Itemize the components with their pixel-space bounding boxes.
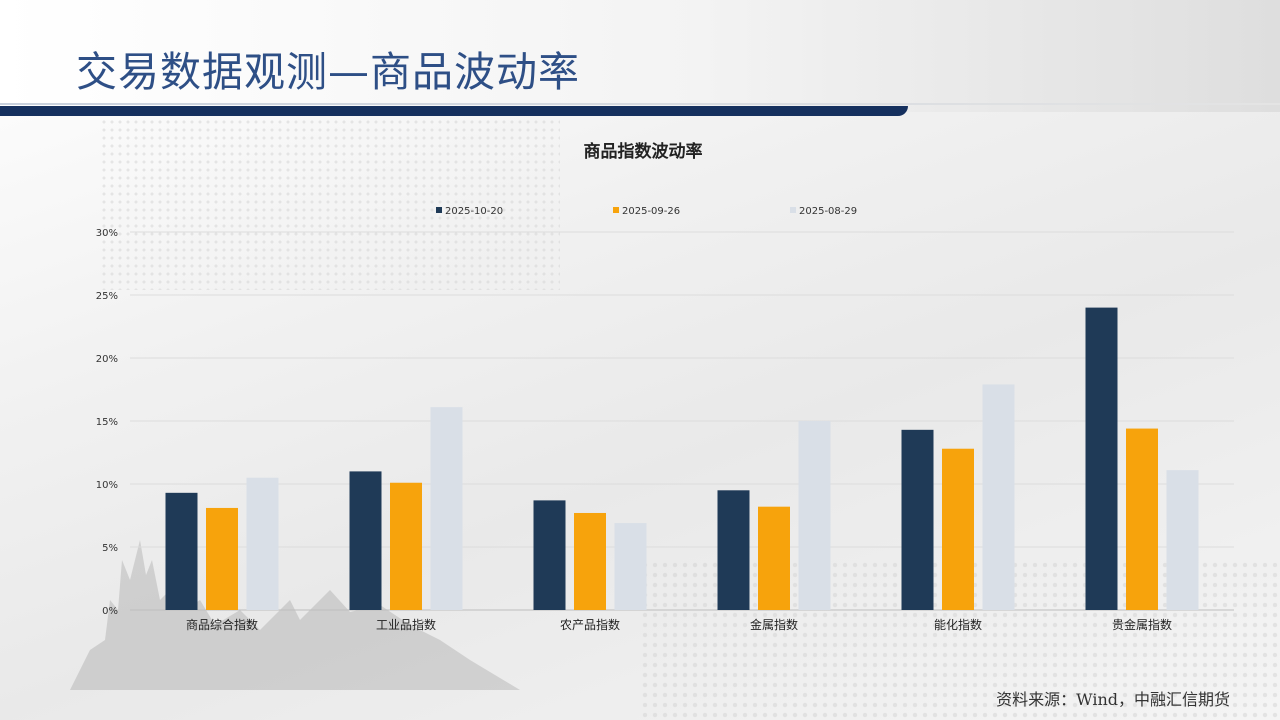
y-tick-label: 10% — [96, 480, 118, 491]
y-tick-label: 5% — [102, 543, 118, 554]
header-accent-bar — [0, 106, 908, 116]
grid-lines — [130, 231, 1234, 611]
bar — [390, 482, 422, 610]
bar — [717, 490, 750, 610]
legend-label: 2025-10-20 — [445, 206, 503, 217]
bar — [430, 407, 463, 610]
header-divider-line — [0, 103, 1280, 105]
x-axis-ticks: 商品综合指数 工业品指数 农产品指数 金属指数 能化指数 贵金属指数 — [186, 617, 1172, 632]
bar — [1166, 470, 1199, 610]
y-tick-label: 25% — [96, 291, 118, 302]
y-tick-label: 20% — [96, 354, 118, 365]
x-tick-label: 贵金属指数 — [1112, 617, 1172, 632]
legend-swatch — [613, 207, 619, 213]
bar — [982, 384, 1015, 610]
legend: 2025-10-20 2025-09-26 2025-08-29 — [436, 206, 857, 217]
x-tick-label: 商品综合指数 — [186, 617, 258, 632]
bar — [165, 492, 198, 610]
bar — [798, 421, 831, 610]
source-note: 资料来源：Wind，中融汇信期货 — [996, 690, 1230, 709]
bar — [758, 506, 790, 610]
bar — [574, 512, 606, 610]
chart-title: 商品指数波动率 — [583, 142, 703, 162]
x-tick-label: 农产品指数 — [560, 617, 620, 632]
bar — [246, 477, 279, 610]
bar — [614, 523, 647, 610]
legend-swatch — [790, 207, 796, 213]
bar — [942, 448, 974, 610]
legend-label: 2025-09-26 — [622, 206, 680, 217]
bars — [165, 307, 1199, 610]
bar — [349, 471, 382, 610]
header-background — [0, 0, 1280, 112]
legend-label: 2025-08-29 — [799, 206, 857, 217]
bar — [533, 500, 566, 610]
y-axis-ticks: 0% 5% 10% 15% 20% 25% 30% — [96, 228, 118, 617]
x-tick-label: 能化指数 — [934, 617, 982, 632]
legend-swatch — [436, 207, 442, 213]
bar — [1126, 428, 1158, 610]
bar — [901, 429, 934, 610]
y-tick-label: 15% — [96, 417, 118, 428]
world-map-dot-pattern — [100, 110, 560, 290]
x-tick-label: 金属指数 — [750, 617, 798, 632]
y-tick-label: 30% — [96, 228, 118, 239]
x-tick-label: 工业品指数 — [376, 617, 436, 632]
y-tick-label: 0% — [102, 606, 118, 617]
page-title: 交易数据观测—商品波动率 — [76, 48, 580, 96]
city-skyline-silhouette — [70, 540, 520, 690]
bar — [1085, 307, 1118, 610]
bar — [206, 507, 238, 610]
